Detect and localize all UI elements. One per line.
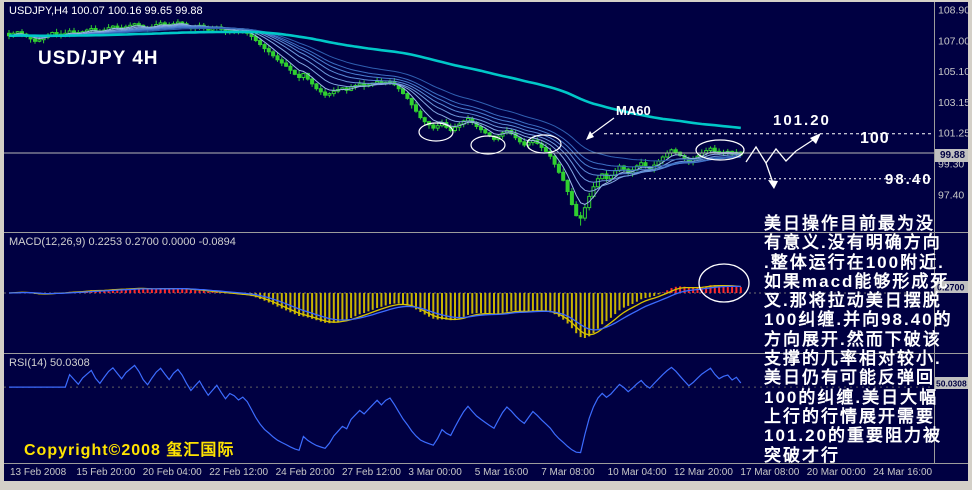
analysis-line: 叉.那将拉动美日摆脱 [764,291,942,311]
price-axis-label: 108.90 [938,5,968,17]
symbol-ohlc-title: USDJPY,H4 100.07 100.16 99.65 99.88 [9,5,203,17]
copyright-text: Copyright©2008 玺汇国际 [24,442,235,459]
analysis-line: 美日仍有可能反弹回 [764,368,935,388]
chart-canvas[interactable]: 108.90 107.00 105.10 103.15 101.25 99.30 97.40… [4,2,968,480]
analysis-line: 美日操作目前最为没 [764,214,935,233]
rsi-indicator-label: RSI(14) 50.0308 [9,357,90,369]
rsi-value-box: 50.0308 [935,377,968,389]
pivot-level-label: 100 [860,130,890,147]
time-axis-label: 5 Mar 16:00 [475,467,529,478]
time-axis-label: 27 Feb 12:00 [342,467,401,478]
time-axis-label: 7 Mar 08:00 [541,467,595,478]
price-axis-label: 97.40 [938,189,964,201]
time-axis-label: 22 Feb 12:00 [209,467,268,478]
analysis-line: 突破才行 [764,445,840,465]
rsi-panel [4,364,934,454]
svg-text:50.0308: 50.0308 [936,379,967,389]
time-axis-label: 15 Feb 20:00 [76,467,135,478]
time-axis-label: 20 Feb 04:00 [143,467,202,478]
ma-slow-line [9,30,741,130]
price-axis-label: 103.15 [938,97,968,109]
current-price-box: 99.88 [935,149,968,162]
support-level-label: 98.40 [885,171,933,188]
macd-indicator-label: MACD(12,26,9) 0.2253 0.2700 0.0000 -0.08… [9,236,236,248]
analysis-line: 如果macd能够形成死 [764,271,950,291]
time-axis-label: 17 Mar 08:00 [740,467,799,478]
analysis-line: 100纠缠.并向98.40的 [764,310,953,330]
analysis-line: 100的纠缠.美日大幅 [764,387,939,407]
ma60-label: MA60 [616,103,651,118]
analysis-line: .整体运行在100附近. [764,252,945,272]
analysis-text-block: 美日操作目前最为没 有意义.没有明确方向 .整体运行在100附近. 如果macd能够形… [764,214,968,465]
price-axis-label: 101.25 [938,128,968,140]
panel-separators [4,2,968,464]
ma-fan-lines [8,23,741,205]
time-axis-label: 12 Mar 20:00 [674,467,733,478]
time-axis-label: 3 Mar 00:00 [408,467,462,478]
time-axis-label: 24 Feb 20:00 [276,467,335,478]
price-axis-label: 107.00 [938,35,968,47]
time-axis-label: 24 Mar 16:00 [873,467,932,478]
analysis-line: 101.20的重要阻力被 [764,426,942,446]
analysis-line: 有意义.没有明确方向 [764,233,942,253]
price-axis-label: 105.10 [938,66,968,78]
svg-text:0.2700: 0.2700 [937,283,965,293]
mt4-chart-window: 108.90 107.00 105.10 103.15 101.25 99.30 97.40… [4,2,968,481]
chart-watermark-label: USD/JPY 4H [38,48,159,69]
analysis-line: 支撑的几率相对较小. [764,349,942,369]
time-axis: 13 Feb 2008 15 Feb 20:00 20 Feb 04:00 22 Fe… [10,467,933,478]
time-axis-label: 20 Mar 00:00 [807,467,866,478]
resistance-level-label: 101.20 [773,112,831,129]
time-axis-label: 13 Feb 2008 [10,467,67,478]
macd-value-box: 0.2700 [935,281,968,293]
time-axis-label: 10 Mar 04:00 [608,467,667,478]
analyst-annotations [4,117,934,189]
macd-panel [4,263,934,338]
analysis-line: 上行的行情展开需要 [764,406,935,426]
analysis-line: 方向展开.然而下破该 [764,329,942,349]
